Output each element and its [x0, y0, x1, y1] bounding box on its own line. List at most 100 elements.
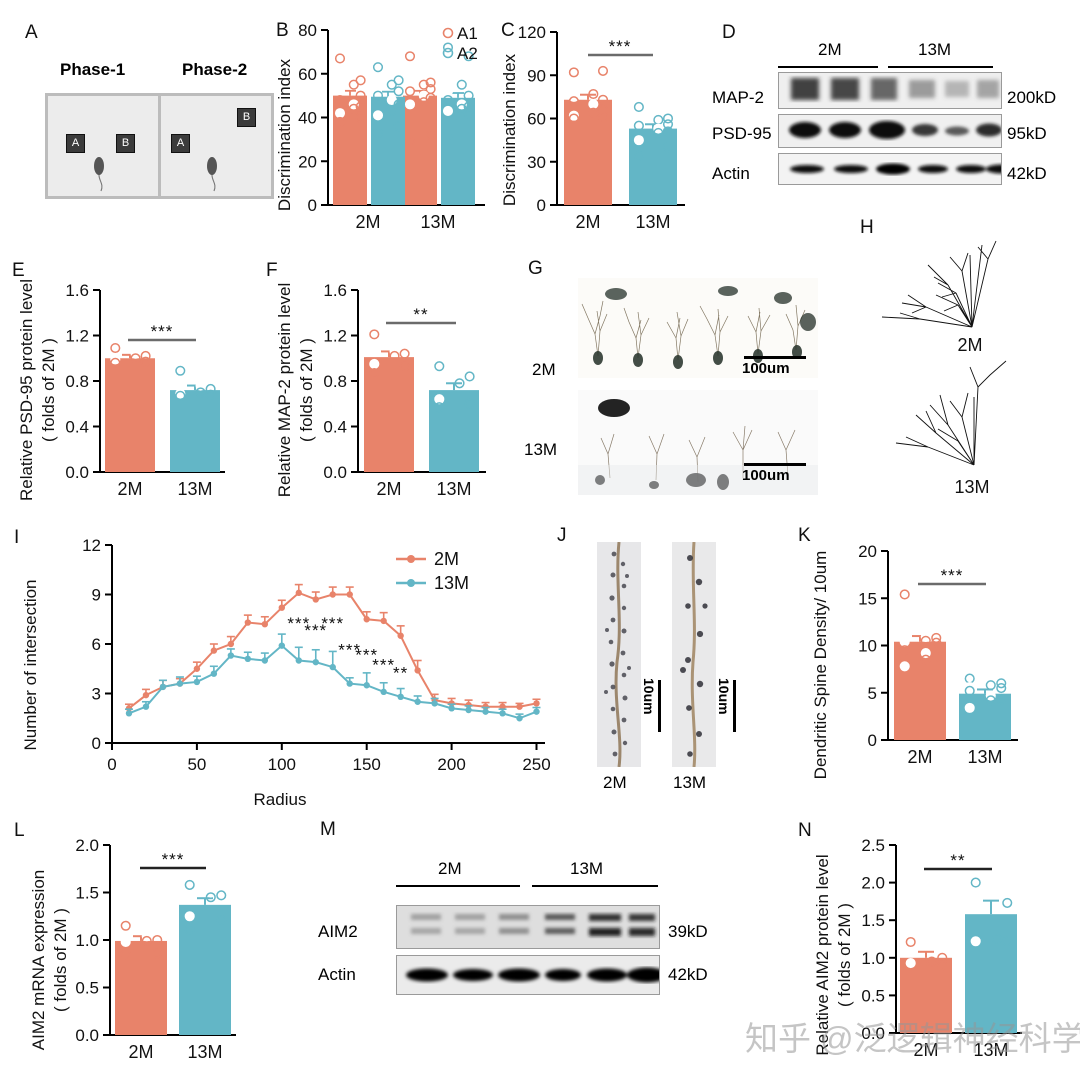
- y-tick: 1.0: [75, 931, 99, 950]
- data-point: [205, 892, 216, 903]
- data-point: [369, 367, 380, 379]
- y-tick: 0: [92, 734, 101, 753]
- data-point: [920, 654, 931, 665]
- data-point: [355, 75, 366, 86]
- panel-d-mw-actin: 42kD: [1007, 164, 1047, 183]
- panel-j-image-2m: [597, 542, 641, 767]
- significance-annotation: ***: [372, 655, 395, 674]
- panel-b-label: B: [276, 20, 289, 41]
- data-point: [210, 647, 218, 654]
- data-point: [334, 116, 346, 127]
- x-tick: 250: [522, 755, 550, 774]
- data-point: [597, 65, 609, 76]
- legend-label-a2: A2: [457, 44, 478, 63]
- panel-j-scalebar-13m: [733, 680, 736, 732]
- data-point: [653, 127, 664, 138]
- panel-d-mw-map2: 200kD: [1007, 88, 1057, 107]
- data-point: [662, 126, 674, 137]
- y-tick: 0: [537, 196, 546, 215]
- panel-j-scalebar-2m: [658, 680, 661, 732]
- panel-k-chart: Dendritic Spine Density/ 10um 0 5 10 15 20 *…: [811, 542, 1018, 779]
- data-point: [369, 329, 380, 340]
- x-tick: 0: [107, 755, 116, 774]
- y-tick: 10: [858, 637, 877, 656]
- data-point: [899, 645, 910, 656]
- data-point: [295, 589, 302, 597]
- panel-k: K Dendritic Spine Density/ 10um 0 5 10 15 20…: [790, 515, 1080, 815]
- data-point: [425, 129, 436, 141]
- panel-n-ylabel-1: Relative AIM2 protein level: [813, 854, 832, 1055]
- y-tick: 0.4: [65, 418, 89, 437]
- panel-m-protein-aim2: AIM2: [318, 922, 358, 941]
- data-point: [442, 94, 454, 106]
- data-point: [516, 703, 523, 710]
- data-point: [588, 88, 599, 100]
- phase1-title: Phase-1: [60, 60, 126, 79]
- data-point: [244, 655, 252, 663]
- mouse-icon-phase2: [207, 157, 217, 192]
- legend-label-13m: 13M: [434, 573, 469, 593]
- y-tick: 60: [527, 110, 546, 129]
- bar: [965, 914, 1017, 1033]
- y-tick: 0.8: [65, 372, 89, 391]
- data-point: [175, 365, 186, 376]
- data-point: [597, 112, 609, 123]
- bar: [105, 358, 155, 472]
- panel-b-chart: Discrimination index 0 20 40 60 80 2M 13M A1…: [275, 21, 485, 232]
- panel-g-scalebar-13m: [744, 463, 806, 466]
- panel-i-ylabel: Number of intersection: [21, 579, 40, 750]
- panel-n-chart: Relative AIM2 protein level ( folds of 2…: [813, 836, 1022, 1060]
- data-point: [210, 670, 218, 677]
- data-point: [996, 694, 1007, 705]
- data-point: [464, 371, 475, 382]
- panel-h-age-13m: 13M: [954, 477, 989, 497]
- data-point: [142, 691, 150, 699]
- data-point: [516, 715, 523, 722]
- data-point: [931, 637, 942, 648]
- data-point: [905, 958, 916, 969]
- data-point: [970, 936, 981, 947]
- panel-m-group-13m: 13M: [570, 859, 604, 878]
- data-point: [633, 117, 644, 128]
- data-point: [346, 680, 353, 687]
- panel-i-label: I: [14, 527, 20, 548]
- data-point: [456, 103, 467, 114]
- data-point: [597, 104, 609, 115]
- panel-e-ylabel-1: Relative PSD-95 protein level: [17, 279, 36, 501]
- panel-i-legend: 2M 13M: [396, 549, 469, 593]
- significance-annotation: ***: [338, 641, 361, 660]
- panel-h-label: H: [860, 217, 874, 238]
- data-point: [140, 356, 151, 367]
- significance-annotation: **: [393, 664, 408, 683]
- panel-j-image-13m: [672, 542, 716, 767]
- data-point: [653, 107, 664, 118]
- data-point: [463, 90, 474, 101]
- data-point: [142, 703, 150, 710]
- y-tick: 0.8: [323, 372, 347, 391]
- data-point: [456, 46, 467, 57]
- data-point: [141, 935, 152, 946]
- y-tick: 0.0: [65, 463, 89, 482]
- panel-f-significance: **: [413, 305, 428, 324]
- data-point: [991, 933, 1002, 945]
- data-point: [389, 350, 400, 362]
- data-point: [140, 350, 151, 362]
- data-point: [130, 353, 141, 364]
- data-point: [346, 591, 353, 598]
- panel-g-scalebar-2m: [744, 356, 806, 359]
- bar: [364, 357, 414, 472]
- data-point: [996, 682, 1007, 694]
- bar: [179, 904, 231, 1035]
- data-point: [125, 710, 133, 717]
- data-point: [588, 107, 599, 118]
- data-point: [399, 361, 410, 372]
- panel-g-age-2m: 2M: [532, 360, 556, 379]
- data-point: [312, 658, 319, 666]
- data-point: [499, 710, 506, 717]
- data-point: [120, 920, 131, 931]
- data-point: [568, 113, 579, 124]
- panel-g-scale-label-2m: 100um: [742, 360, 790, 377]
- data-point: [363, 616, 370, 623]
- data-point: [295, 657, 302, 664]
- data-point: [418, 97, 429, 108]
